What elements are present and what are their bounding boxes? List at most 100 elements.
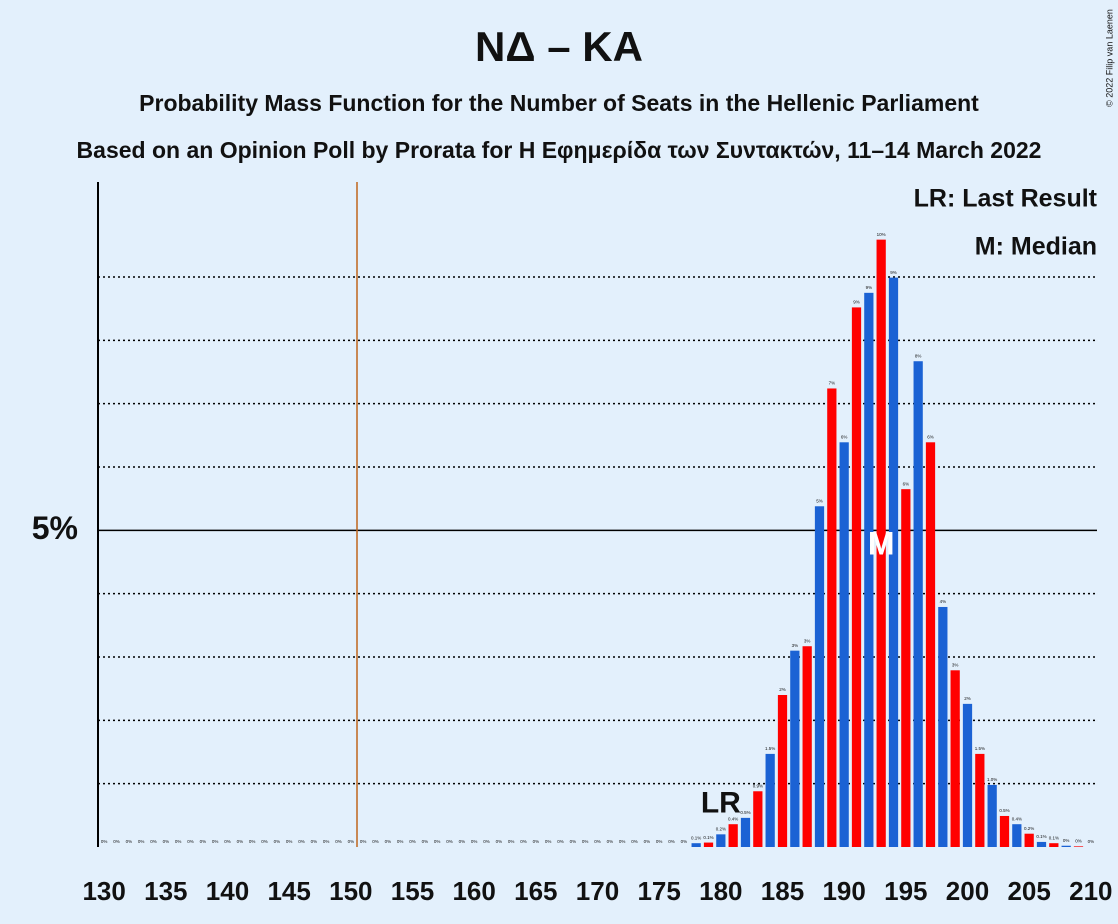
value-label: 0% bbox=[249, 839, 256, 844]
median-label: M bbox=[868, 525, 895, 561]
legend-entry: LR: Last Result bbox=[914, 185, 1098, 213]
value-label: 9% bbox=[853, 300, 860, 305]
bar bbox=[925, 442, 936, 847]
value-label: 0% bbox=[138, 839, 145, 844]
value-label: 0% bbox=[385, 839, 392, 844]
bar bbox=[790, 650, 800, 847]
value-label: 0% bbox=[668, 839, 675, 844]
value-label: 0.2% bbox=[1024, 826, 1034, 831]
value-label: 0% bbox=[175, 839, 182, 844]
bar bbox=[753, 791, 763, 847]
bar bbox=[1061, 845, 1071, 847]
value-label: 0% bbox=[644, 839, 651, 844]
x-tick-label: 200 bbox=[946, 876, 989, 906]
bar bbox=[691, 843, 701, 847]
value-label: 6% bbox=[903, 481, 910, 486]
value-label: 0% bbox=[372, 839, 379, 844]
value-label: 1.0% bbox=[987, 777, 997, 782]
bar bbox=[962, 703, 973, 847]
bar bbox=[1012, 824, 1022, 847]
bar bbox=[999, 815, 1010, 847]
x-tick-label: 145 bbox=[267, 876, 310, 906]
value-label: 0% bbox=[261, 839, 268, 844]
bar bbox=[802, 646, 812, 847]
value-label: 0% bbox=[1063, 838, 1070, 843]
value-label: 1.5% bbox=[765, 746, 775, 751]
bar bbox=[938, 606, 948, 847]
bar bbox=[839, 442, 849, 847]
value-label: 6% bbox=[841, 434, 848, 439]
copyright: © 2022 Filip van Laenen bbox=[1104, 9, 1114, 107]
x-tick-label: 175 bbox=[637, 876, 680, 906]
value-label: 0% bbox=[1088, 839, 1095, 844]
value-label: 0% bbox=[212, 839, 219, 844]
value-label: 4% bbox=[940, 599, 947, 604]
value-label: 0% bbox=[298, 839, 305, 844]
x-tick-label: 210 bbox=[1069, 876, 1112, 906]
value-label: 0.9% bbox=[753, 783, 763, 788]
value-label: 0% bbox=[422, 839, 429, 844]
bar bbox=[1049, 843, 1059, 847]
value-label: 0% bbox=[508, 839, 515, 844]
value-label: 0% bbox=[434, 839, 441, 844]
bar bbox=[740, 817, 751, 847]
value-label: 0% bbox=[459, 839, 466, 844]
value-label: 0% bbox=[1075, 839, 1082, 844]
value-label: 0% bbox=[360, 839, 367, 844]
x-tick-label: 205 bbox=[1007, 876, 1050, 906]
value-label: 0% bbox=[286, 839, 293, 844]
bar bbox=[765, 753, 775, 847]
bar bbox=[876, 239, 886, 848]
value-label: 0% bbox=[323, 839, 330, 844]
value-label: 0% bbox=[619, 839, 626, 844]
value-label: 6% bbox=[927, 434, 934, 439]
value-label: 9% bbox=[866, 285, 873, 290]
value-label: 0% bbox=[335, 839, 342, 844]
value-label: 3% bbox=[952, 662, 959, 667]
y-tick-label: 5% bbox=[32, 510, 78, 546]
x-tick-label: 130 bbox=[82, 876, 125, 906]
bar bbox=[827, 388, 837, 847]
value-label: 0% bbox=[101, 839, 108, 844]
bar bbox=[950, 670, 960, 847]
bar bbox=[1036, 841, 1047, 847]
value-label: 0% bbox=[113, 839, 120, 844]
value-label: 0% bbox=[446, 839, 453, 844]
value-label: 9% bbox=[890, 270, 897, 275]
value-label: 0% bbox=[409, 839, 416, 844]
chart-subtitle: Based on an Opinion Poll by Prorata for … bbox=[77, 137, 1042, 163]
value-label: 3% bbox=[804, 638, 811, 643]
value-label: 0.4% bbox=[728, 816, 738, 821]
value-label: 0% bbox=[187, 839, 194, 844]
bar bbox=[901, 489, 911, 847]
x-tick-label: 180 bbox=[699, 876, 742, 906]
value-label: 0.5% bbox=[999, 808, 1009, 813]
value-label: 0.1% bbox=[691, 835, 701, 840]
x-tick-label: 135 bbox=[144, 876, 187, 906]
bar bbox=[814, 506, 825, 847]
value-label: 0.1% bbox=[1049, 835, 1059, 840]
value-label: 0% bbox=[163, 839, 170, 844]
value-label: 0% bbox=[311, 839, 318, 844]
bar bbox=[728, 824, 738, 847]
value-label: 0% bbox=[126, 839, 133, 844]
value-label: 0% bbox=[557, 839, 564, 844]
chart-title: ΝΔ – ΚΑ bbox=[475, 23, 643, 70]
value-label: 0.2% bbox=[716, 827, 726, 832]
value-label: 0% bbox=[594, 839, 601, 844]
value-label: 0% bbox=[631, 839, 638, 844]
x-tick-label: 195 bbox=[884, 876, 927, 906]
bar bbox=[864, 292, 874, 847]
bar bbox=[703, 842, 714, 847]
value-label: 3% bbox=[792, 643, 799, 648]
value-label: 0% bbox=[656, 839, 663, 844]
x-tick-label: 190 bbox=[822, 876, 865, 906]
bar bbox=[987, 784, 997, 847]
bar bbox=[1073, 846, 1084, 847]
value-label: 0% bbox=[607, 839, 614, 844]
value-label: 7% bbox=[829, 381, 836, 386]
value-label: 0.1% bbox=[1036, 834, 1046, 839]
value-label: 0% bbox=[471, 839, 478, 844]
value-label: 0% bbox=[582, 839, 589, 844]
